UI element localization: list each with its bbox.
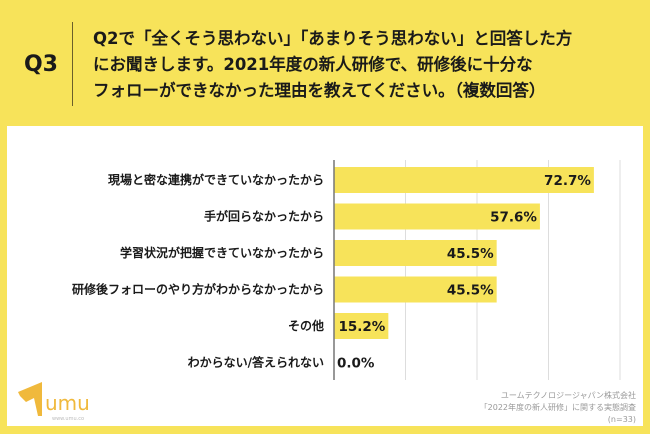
data-label: 0.0% bbox=[337, 356, 375, 372]
source-note: ユームテクノロジージャパン株式会社 「2022年度の新人研修」に関する実態調査 … bbox=[480, 390, 636, 426]
sample-size: (n=33) bbox=[607, 415, 636, 424]
bar bbox=[334, 203, 540, 230]
bar bbox=[334, 313, 389, 339]
category-label: 手が回らなかったから bbox=[204, 209, 324, 224]
data-label: 45.5% bbox=[447, 246, 494, 262]
svg-text:umu: umu bbox=[45, 391, 90, 415]
question-text: Q2で「全くそう思わない」「あまりそう思わない」と回答した方 にお聞きします。2… bbox=[93, 26, 638, 104]
source-company: ユームテクノロジージャパン株式会社 bbox=[500, 391, 636, 400]
data-label: 45.5% bbox=[447, 283, 494, 299]
question-number: Q3 bbox=[23, 52, 58, 77]
category-label: 学習状況が把握できていなかったから bbox=[120, 245, 324, 260]
category-label: 現場と密な連携ができていなかったから bbox=[108, 172, 324, 187]
header-divider bbox=[72, 22, 73, 106]
source-survey: 「2022年度の新人研修」に関する実態調査 bbox=[479, 403, 636, 412]
bar bbox=[334, 276, 497, 303]
question-line: にお聞きします。2021年度の新人研修で、研修後に十分な bbox=[93, 55, 533, 74]
bar bbox=[334, 240, 497, 266]
svg-text:www.umu.co: www.umu.co bbox=[52, 416, 84, 422]
umu-logo: umu www.umu.co bbox=[12, 380, 102, 428]
data-label: 15.2% bbox=[338, 319, 385, 335]
category-label: 研修後フォローのやり方がわからなかったから bbox=[72, 282, 324, 297]
data-label: 72.7% bbox=[544, 173, 591, 189]
category-label: その他 bbox=[288, 318, 324, 333]
data-label: 57.6% bbox=[490, 210, 537, 226]
question-line: フォローができなかった理由を教えてください。（複数回答） bbox=[93, 81, 546, 100]
bar bbox=[334, 167, 594, 193]
category-label: わからない/答えられない bbox=[188, 355, 324, 370]
question-line: Q2で「全くそう思わない」「あまりそう思わない」と回答した方 bbox=[93, 29, 573, 48]
